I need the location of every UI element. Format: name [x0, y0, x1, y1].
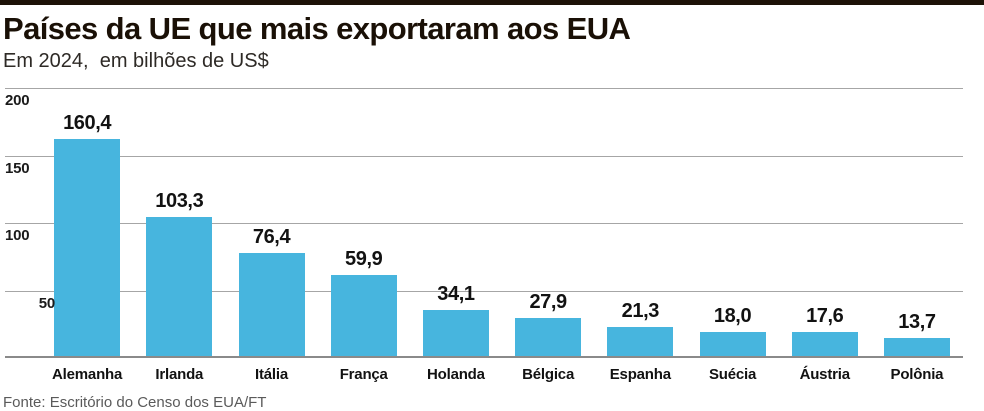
y-tick-label: 100: [5, 227, 30, 244]
bar-column: 13,7: [871, 88, 963, 356]
x-axis-label: Suécia: [708, 366, 757, 383]
bar: [515, 318, 582, 356]
bar: [146, 216, 213, 356]
chart-subtitle: Em 2024, em bilhões de US$: [3, 50, 269, 72]
bar-value-label: 34,1: [437, 282, 475, 305]
bar-column: 103,3: [133, 88, 225, 356]
x-axis-label: Alemanha: [52, 366, 123, 383]
bar-column: 27,9: [502, 88, 594, 356]
source-note: Fonte: Escritório do Censo dos EUA/FT: [3, 394, 267, 411]
chart-title: Países da UE que mais exportaram aos EUA: [3, 11, 631, 46]
bar-column: 21,3: [594, 88, 686, 356]
gridline: [5, 223, 963, 224]
x-axis-label: Holanda: [427, 366, 485, 383]
bar: [238, 252, 305, 356]
top-rule: [0, 0, 984, 5]
bar-value-label: 21,3: [621, 300, 660, 323]
x-axis-label: Bélgica: [522, 366, 575, 383]
bar: [607, 327, 674, 356]
bar-column: 17,6: [779, 88, 871, 356]
y-tick-label: 150: [5, 159, 30, 177]
x-axis-baseline: [5, 356, 963, 358]
y-tick-label: 200: [5, 92, 30, 109]
x-axis-label: França: [339, 366, 388, 383]
bar-value-label: 18,0: [713, 304, 752, 327]
x-axis-label: Itália: [255, 366, 288, 383]
x-axis-label: Espanha: [609, 366, 671, 383]
bar-column: 76,4: [225, 88, 317, 356]
bar-value-label: 103,3: [155, 189, 204, 212]
bar-column: 160,4: [41, 88, 133, 356]
bar: [883, 337, 950, 356]
x-axis-label: Áustria: [799, 366, 850, 383]
x-axis-label: Irlanda: [155, 366, 204, 383]
bars-row: 160,4 103,3 76,4 59,9 34,1 27,9 21,3 18,0 17,6 13…: [5, 88, 963, 356]
y-tick-label: 50: [38, 294, 55, 312]
bar-value-label: 17,6: [806, 305, 844, 328]
bar-value-label: 27,9: [529, 291, 567, 314]
bar: [422, 309, 489, 356]
bar-column: 34,1: [410, 88, 502, 356]
bar: [791, 332, 858, 356]
bar-value-label: 59,9: [345, 248, 383, 271]
x-axis-label: Polônia: [890, 366, 944, 383]
gridline: [5, 290, 963, 292]
gridline: [5, 155, 963, 157]
bar-column: 18,0: [686, 88, 778, 356]
bar-value-label: 76,4: [252, 225, 291, 248]
bar: [54, 139, 121, 356]
gridline: [5, 88, 963, 89]
bar-value-label: 160,4: [63, 112, 112, 135]
bar: [330, 275, 397, 356]
bar: [699, 331, 766, 356]
bar-chart: 200 150 100 50 160,4 103,3 76,4 59,9 34,1 27,9 21…: [5, 88, 963, 358]
bar-column: 59,9: [318, 88, 410, 356]
x-axis-labels-row: Alemanha Irlanda Itália França Holanda Bélgic…: [5, 358, 963, 388]
bar-value-label: 13,7: [898, 310, 936, 333]
